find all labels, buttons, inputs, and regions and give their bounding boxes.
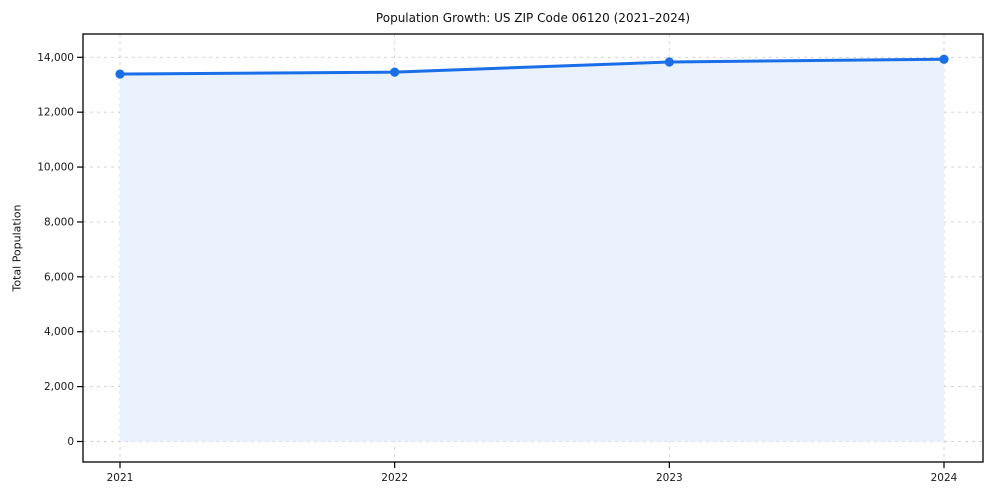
x-tick-label: 2023 [656, 472, 683, 484]
y-tick-label: 12,000 [37, 107, 74, 119]
y-tick-label: 2,000 [44, 381, 74, 393]
chart-title: Population Growth: US ZIP Code 06120 (20… [375, 11, 691, 25]
y-tick-label: 8,000 [44, 216, 74, 228]
x-tick-label: 2024 [931, 472, 958, 484]
area-fill [120, 59, 944, 442]
data-point [939, 54, 949, 64]
data-line [118, 57, 946, 76]
data-point [115, 69, 125, 79]
y-axis-label: Total Population [10, 204, 24, 292]
plot-border [82, 33, 984, 463]
y-tick-label: 6,000 [44, 271, 74, 283]
y-tick-label: 0 [67, 436, 74, 448]
y-tick-label: 14,000 [37, 52, 74, 64]
x-tick-label: 2022 [381, 472, 408, 484]
x-tick-label: 2021 [107, 472, 134, 484]
data-point [390, 67, 400, 77]
y-tick-label: 10,000 [37, 162, 74, 174]
y-tick-label: 4,000 [44, 326, 74, 338]
data-point [664, 57, 674, 67]
